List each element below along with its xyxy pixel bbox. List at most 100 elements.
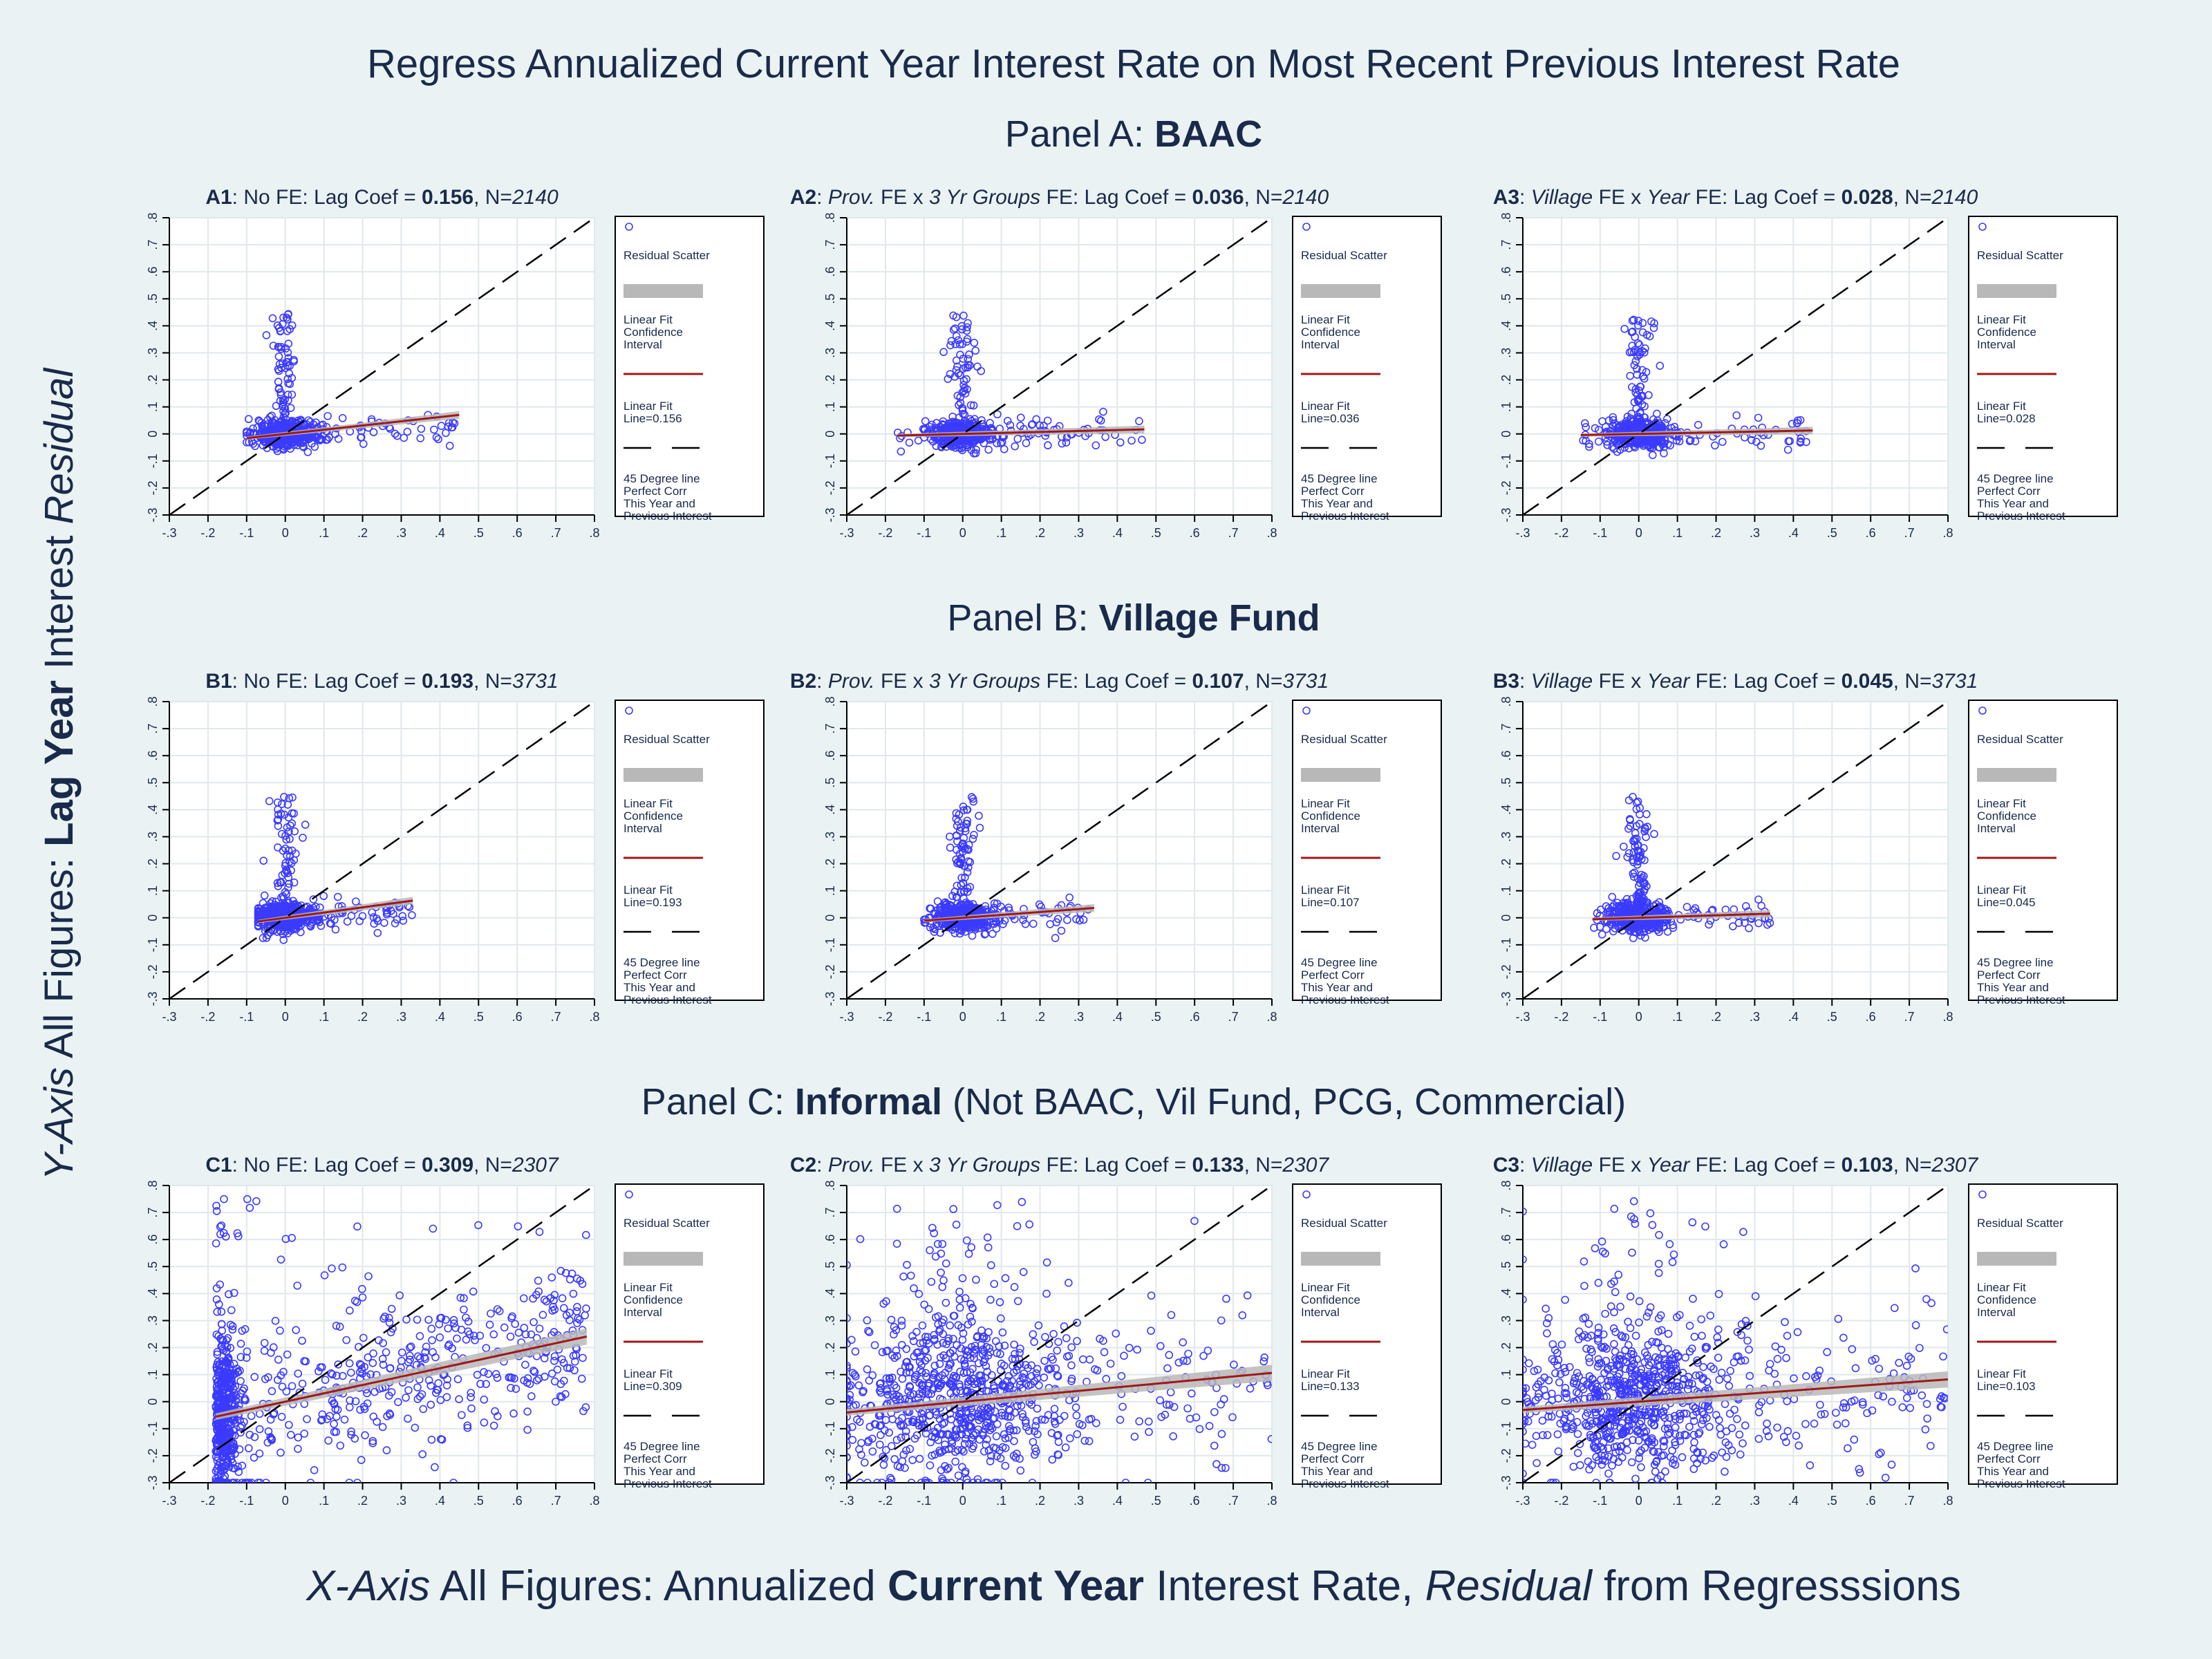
data-point: [581, 1230, 590, 1239]
subplot-colon: :: [1519, 186, 1531, 209]
data-point: [229, 1479, 237, 1483]
subplot-coef: 0.107: [1192, 670, 1244, 693]
data-point: [418, 1390, 427, 1398]
data-point: [404, 1414, 412, 1423]
data-point: [941, 903, 950, 912]
data-point: [282, 835, 291, 844]
y-tick-label: -.1: [1499, 453, 1513, 468]
data-point: [1624, 444, 1633, 453]
data-point: [1624, 849, 1633, 858]
data-point: [285, 879, 293, 888]
y-tick-label: -.3: [823, 991, 837, 1006]
data-point: [1623, 853, 1632, 861]
data-point: [317, 1416, 326, 1425]
data-point: [332, 1427, 341, 1436]
data-point: [1174, 1358, 1183, 1367]
data-point: [1006, 421, 1015, 429]
data-point: [1029, 919, 1038, 928]
data-point: [905, 438, 914, 447]
data-point: [288, 793, 297, 802]
legend-fit-value: Line=0.028: [1977, 412, 2036, 425]
legend-scatter-label: Residual Scatter: [1301, 733, 1387, 746]
legend-scatter-marker: [625, 706, 633, 715]
x-tick-label: -.3: [1515, 526, 1530, 540]
data-point: [269, 425, 277, 434]
y-tick-label: .6: [823, 267, 837, 277]
x-axis-label: X-Axis All Figures: Annualized Current Y…: [305, 1562, 1961, 1610]
y-tick-label: .2: [823, 859, 837, 869]
data-point: [493, 1374, 502, 1382]
data-point: [213, 1378, 222, 1387]
data-point: [236, 1340, 245, 1348]
legend-diagonal-label: 45 Degree line: [1977, 956, 2054, 969]
data-point: [1634, 317, 1642, 325]
panel-label: Panel C: Informal (Not BAAC, Vil Fund, P…: [641, 1081, 1626, 1123]
y-tick-label: .3: [1499, 348, 1513, 358]
data-point: [1613, 902, 1621, 911]
data-point: [335, 1322, 344, 1331]
data-point: [234, 1232, 243, 1241]
data-point: [1691, 904, 1700, 912]
subplot-title: C1: No FE: Lag Coef = 0.309, N=2307: [205, 1154, 559, 1177]
data-point: [1021, 919, 1030, 928]
data-point: [290, 809, 298, 818]
legend-ci-swatch: [624, 1252, 703, 1266]
subplot-n-label: , N=: [474, 1154, 512, 1177]
data-point: [213, 1456, 222, 1465]
data-point: [435, 1333, 444, 1342]
data-point: [962, 326, 971, 335]
legend-diagonal-label: Perfect Corr: [624, 968, 687, 982]
data-point: [1638, 328, 1647, 337]
data-point: [280, 810, 289, 819]
data-point: [966, 858, 975, 867]
subplot-n: 3731: [512, 670, 559, 693]
legend-ci-swatch: [1301, 284, 1380, 298]
data-point: [273, 903, 282, 912]
subplot-id: C2: [790, 1154, 816, 1177]
data-point: [287, 866, 295, 875]
data-point: [234, 1367, 242, 1376]
y-tick-label: .5: [146, 1262, 160, 1272]
legend-box: [615, 700, 765, 1001]
x-tick-label: .1: [319, 1010, 329, 1024]
data-point: [442, 1381, 451, 1389]
y-tick-label: .1: [823, 885, 837, 896]
data-point: [956, 399, 965, 407]
data-point: [394, 1398, 402, 1407]
data-point: [500, 1323, 509, 1332]
legend-diagonal-label: 45 Degree line: [624, 472, 700, 485]
data-point: [1602, 438, 1611, 446]
data-point: [1620, 842, 1628, 851]
data-point: [212, 1447, 221, 1456]
data-point: [276, 327, 285, 336]
data-point: [336, 1441, 345, 1450]
subplot-fe-desc: FE x: [875, 186, 929, 209]
data-point: [391, 429, 400, 438]
data-point: [521, 1360, 529, 1369]
data-point: [236, 1428, 245, 1437]
data-point: [1057, 926, 1066, 935]
data-point: [418, 1450, 427, 1459]
data-point: [260, 1338, 269, 1347]
data-point: [538, 1311, 547, 1320]
data-point: [406, 1343, 414, 1352]
data-point: [415, 1332, 424, 1340]
data-point: [278, 1382, 287, 1391]
data-point: [323, 1415, 332, 1423]
data-point: [514, 1329, 523, 1337]
data-point: [355, 917, 364, 926]
data-point: [259, 856, 268, 865]
data-point: [280, 793, 288, 801]
data-point: [347, 1368, 355, 1377]
data-point: [288, 1234, 296, 1242]
x-tick-label: -.1: [239, 1010, 254, 1024]
data-point: [319, 892, 328, 901]
data-point: [268, 897, 276, 906]
data-point: [433, 1386, 442, 1394]
data-point: [243, 1479, 252, 1483]
data-point: [1629, 934, 1638, 942]
data-point: [250, 1373, 259, 1381]
y-tick-label: .8: [146, 212, 160, 223]
y-tick-label: -.2: [823, 1448, 837, 1463]
